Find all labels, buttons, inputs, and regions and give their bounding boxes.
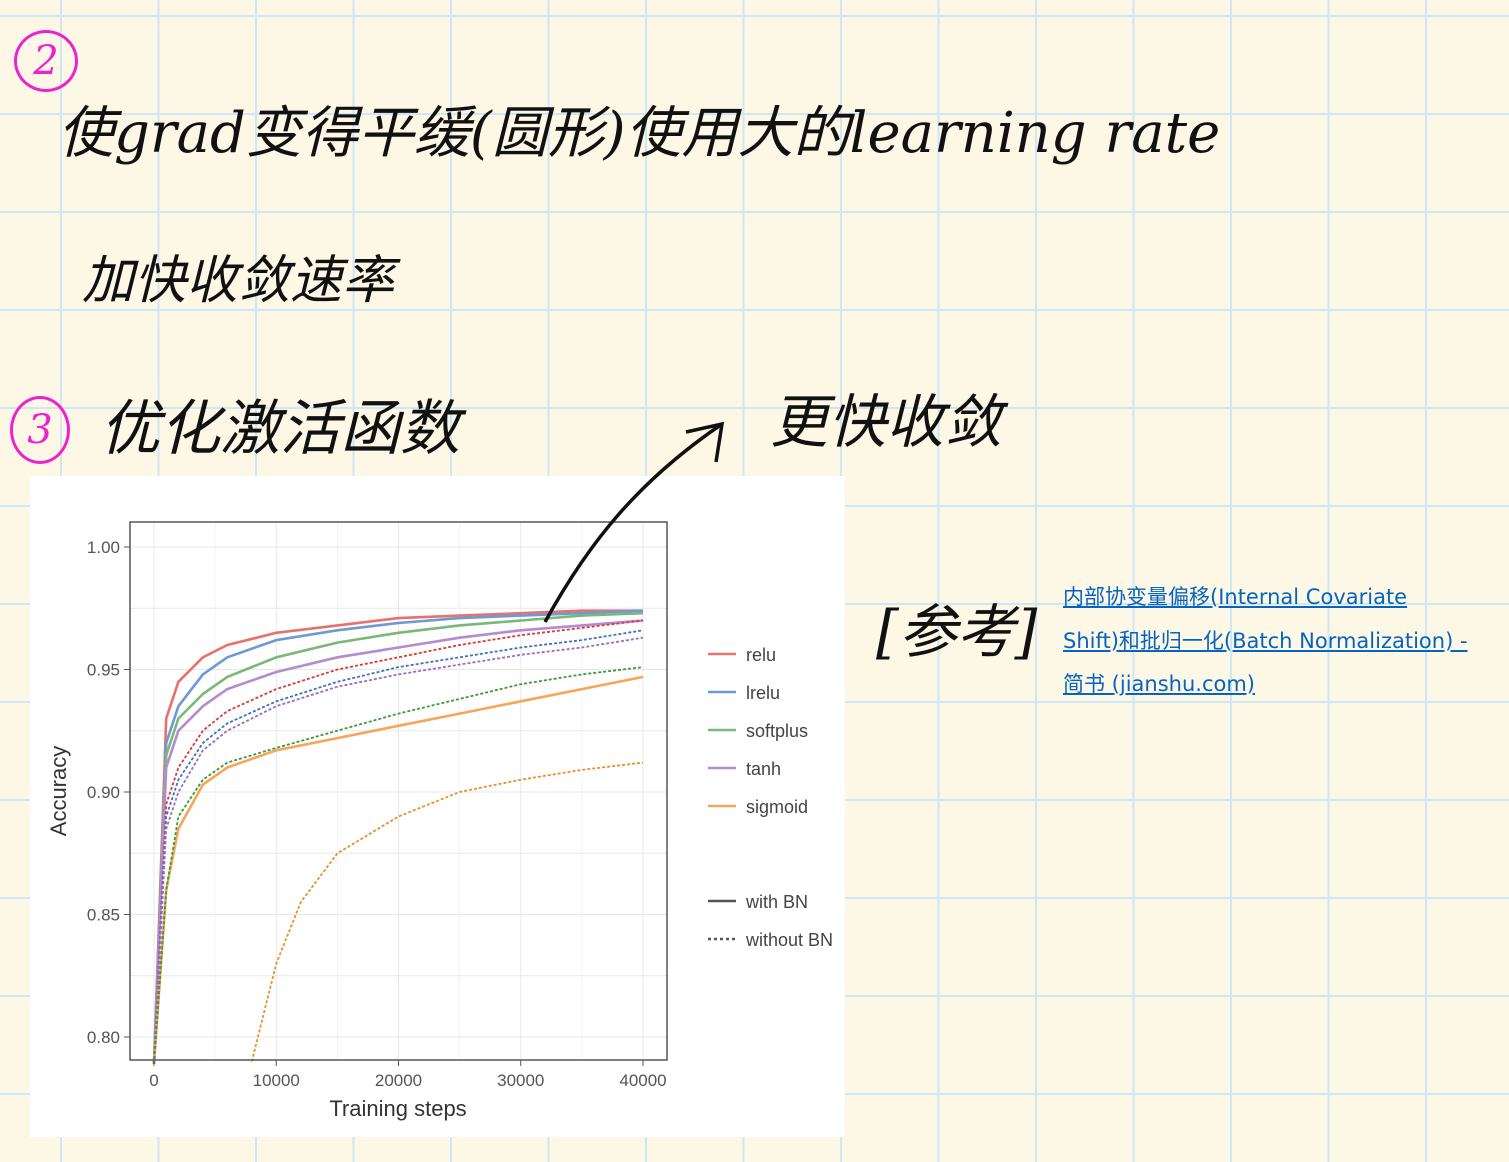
circled-number-3: 3 bbox=[10, 396, 70, 464]
y-tick-label: 0.90 bbox=[87, 783, 120, 802]
y-tick-label: 0.80 bbox=[87, 1028, 120, 1047]
y-axis-label: Accuracy bbox=[46, 746, 71, 836]
y-tick-label: 0.85 bbox=[87, 906, 120, 925]
x-axis-label: Training steps bbox=[329, 1096, 466, 1121]
reference-link-line3[interactable]: 简书 (jianshu.com) bbox=[1063, 672, 1255, 696]
series-line-lrelu-with-bn bbox=[152, 609, 644, 1064]
handwritten-note-activation: 优化激活函数 bbox=[100, 394, 460, 464]
x-tick-label: 0 bbox=[149, 1071, 158, 1090]
handwritten-note-line2: 加快收敛速率 bbox=[82, 251, 395, 311]
accuracy-chart: 0 10000 20000 30000 40000 0.80 0.85 0.90 0.95 1.0… bbox=[46, 521, 833, 1121]
handwritten-note-faster: 更快收敛 bbox=[770, 388, 1003, 456]
series-line-sigmoid-with-bn bbox=[152, 675, 644, 1064]
arrow-head-icon bbox=[685, 421, 725, 463]
x-tick-label: 10000 bbox=[253, 1071, 300, 1090]
x-tick-label: 30000 bbox=[497, 1071, 544, 1090]
series-line-relu-with-bn bbox=[152, 609, 643, 1064]
series-line-tanh-with-bn bbox=[152, 619, 644, 1064]
series-line-sigmoid-without-bn bbox=[250, 761, 644, 1062]
x-tick-label: 20000 bbox=[375, 1071, 422, 1090]
x-tick-label: 40000 bbox=[619, 1071, 666, 1090]
circled-number-2: 2 bbox=[14, 30, 78, 92]
reference-link-line2[interactable]: Shift)和批归一化(Batch Normalization) - bbox=[1063, 629, 1468, 653]
legend-label-lrelu: lrelu bbox=[746, 683, 780, 703]
series-line-softplus-without-bn bbox=[153, 666, 644, 1064]
legend-label-without-bn: without BN bbox=[745, 930, 833, 950]
series-line-relu-without-bn bbox=[153, 619, 644, 1064]
series-line-lrelu-without-bn bbox=[153, 629, 644, 1064]
y-tick-label: 0.95 bbox=[87, 661, 120, 680]
handwritten-reference-label: [参考] bbox=[876, 598, 1038, 666]
legend-label-tanh: tanh bbox=[746, 759, 781, 779]
legend-label-with-bn: with BN bbox=[745, 892, 808, 912]
reference-link-line1[interactable]: 内部协变量偏移(Internal Covariate bbox=[1063, 585, 1408, 609]
legend-label-sigmoid: sigmoid bbox=[746, 797, 808, 817]
handwritten-note-line1: 使grad变得平缓(圆形)使用大的learning rate bbox=[58, 101, 1221, 166]
y-tick-label: 1.00 bbox=[87, 538, 120, 557]
legend-label-relu: relu bbox=[746, 645, 776, 665]
chart-image: 0 10000 20000 30000 40000 0.80 0.85 0.90 0.95 1.0… bbox=[30, 476, 845, 1137]
series-line-tanh-without-bn bbox=[153, 636, 644, 1064]
legend-label-softplus: softplus bbox=[746, 721, 808, 741]
series-line-softplus-with-bn bbox=[152, 611, 644, 1064]
